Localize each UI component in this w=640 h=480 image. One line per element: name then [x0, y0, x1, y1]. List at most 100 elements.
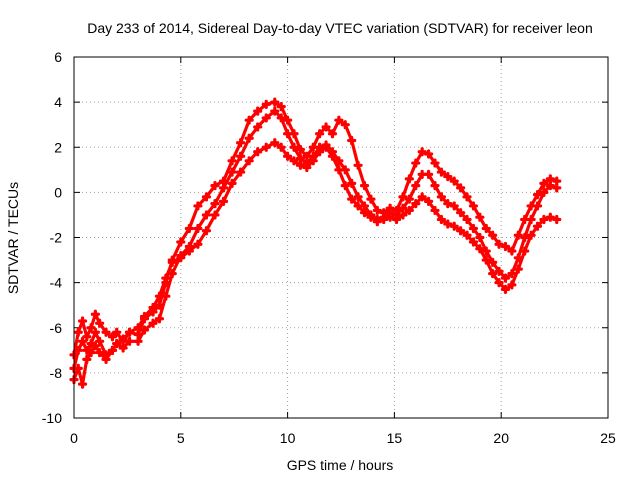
data-point [526, 230, 536, 240]
data-point [513, 253, 523, 263]
data-point [545, 174, 555, 184]
data-point [417, 192, 427, 202]
data-point [430, 158, 440, 168]
data-point [353, 201, 363, 211]
data-point [112, 327, 122, 337]
data-point [193, 239, 203, 249]
data-point [253, 106, 263, 116]
data-point [404, 205, 414, 216]
series-line-track-c [72, 141, 559, 386]
data-point [276, 102, 286, 112]
data-point [532, 201, 543, 211]
data-point [276, 142, 286, 152]
data-point [481, 223, 491, 234]
data-point [77, 379, 88, 389]
chart-title: Day 233 of 2014, Sidereal Day-to-day VTE… [87, 20, 593, 36]
data-point [315, 129, 325, 139]
data-point [315, 147, 325, 157]
data-point [539, 178, 549, 188]
data-point [347, 135, 357, 146]
data-point [526, 214, 536, 225]
data-point [283, 151, 293, 161]
y-tick-labels: -10 -8 -6 -4 -2 0 2 4 6 [42, 49, 62, 426]
data-point [340, 181, 350, 191]
data-point [340, 120, 350, 130]
data-point [443, 219, 453, 229]
data-point [184, 223, 194, 234]
data-point [481, 246, 491, 256]
data-point [148, 302, 158, 313]
data-point [82, 332, 92, 342]
data-point [95, 318, 105, 328]
data-point [77, 336, 88, 346]
data-point [90, 327, 100, 337]
data-point [283, 115, 293, 125]
data-point [532, 190, 543, 200]
data-point [500, 284, 511, 294]
data-point [201, 192, 212, 202]
data-point [449, 221, 459, 231]
y-tick-label: -8 [50, 365, 63, 381]
x-tick-labels: 0 5 10 15 20 25 [70, 430, 616, 446]
data-point [227, 178, 237, 188]
data-point [167, 257, 177, 267]
data-point [90, 309, 100, 319]
data-point [139, 311, 150, 322]
data-point [176, 253, 186, 263]
data-point [327, 151, 338, 161]
data-point [90, 341, 100, 351]
data-point [253, 147, 263, 157]
data-point [456, 226, 466, 236]
y-tick-label: 4 [54, 94, 62, 110]
data-point [276, 113, 286, 123]
data-point [513, 264, 523, 274]
data-point [161, 273, 171, 283]
data-point [494, 278, 504, 288]
data-point [334, 115, 344, 125]
data-point [411, 158, 421, 168]
data-point [404, 174, 414, 184]
data-point [261, 142, 271, 152]
data-point [86, 347, 96, 358]
data-point [253, 122, 263, 132]
data-point [139, 325, 150, 335]
data-point [107, 332, 118, 342]
data-point [507, 280, 517, 290]
data-point [443, 171, 453, 182]
x-tick-label: 20 [493, 430, 509, 446]
data-point [308, 156, 318, 166]
data-point [366, 194, 376, 204]
data-point [95, 347, 105, 358]
data-point [283, 129, 293, 139]
data-point [124, 327, 135, 337]
x-tick-label: 5 [177, 430, 185, 446]
data-point [86, 323, 96, 333]
data-point [366, 212, 376, 222]
data-series [69, 97, 562, 389]
data-point [107, 345, 118, 355]
data-point [488, 230, 498, 240]
data-point [532, 221, 543, 231]
data-point [552, 176, 562, 186]
data-point [321, 122, 331, 132]
data-point [236, 151, 246, 161]
data-point [372, 217, 382, 227]
data-point [334, 165, 344, 175]
data-point [261, 113, 271, 123]
data-point [176, 237, 186, 247]
data-point [475, 244, 485, 254]
y-tick-label: -6 [50, 320, 63, 336]
data-point [494, 266, 504, 276]
y-tick-label: -4 [50, 275, 63, 291]
data-point [289, 156, 299, 166]
data-point [391, 214, 402, 225]
data-point [398, 210, 408, 220]
data-point [133, 336, 143, 346]
data-point [520, 246, 530, 256]
data-point [133, 323, 143, 333]
data-point [456, 183, 466, 193]
data-point [148, 318, 158, 328]
data-point [193, 201, 203, 211]
data-point [295, 153, 306, 164]
